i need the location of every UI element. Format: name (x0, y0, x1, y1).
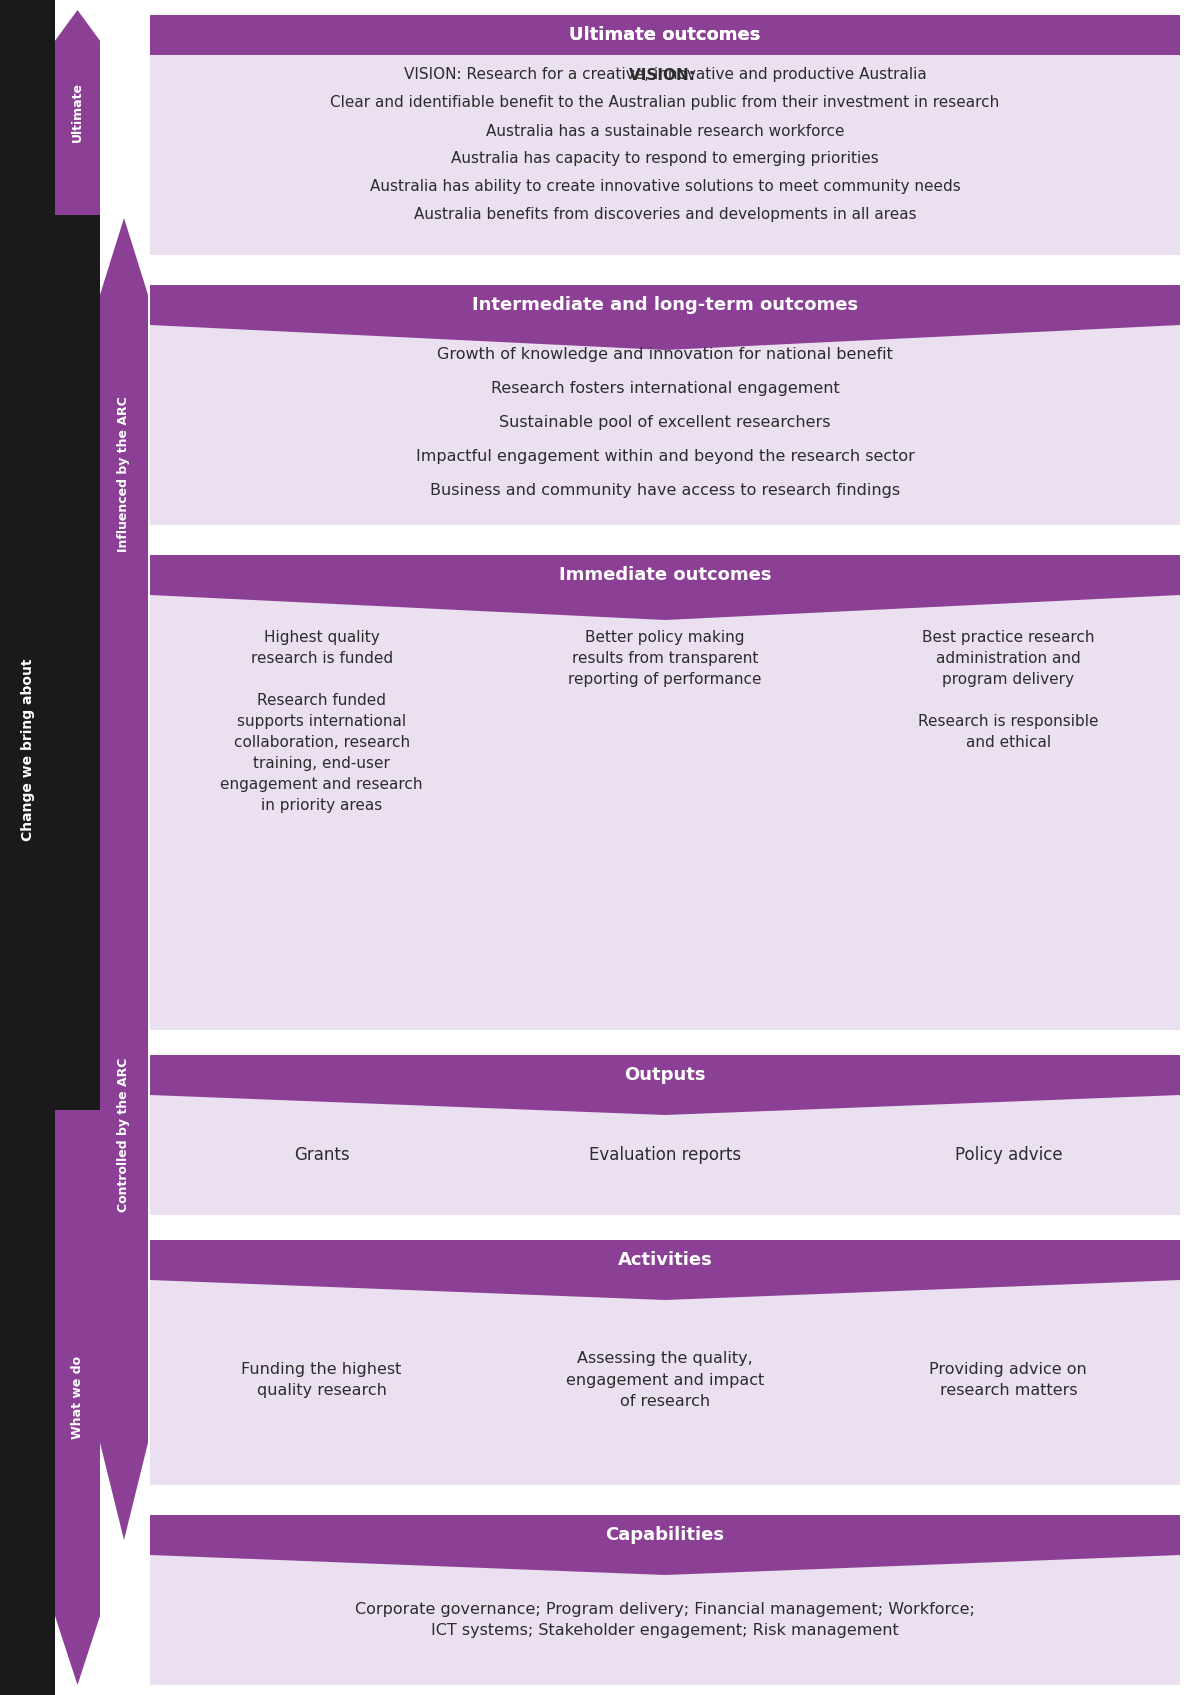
Text: Grants: Grants (294, 1146, 349, 1164)
Polygon shape (150, 1095, 1180, 1115)
Text: Growth of knowledge and innovation for national benefit: Growth of knowledge and innovation for n… (437, 347, 893, 363)
Polygon shape (150, 595, 1180, 620)
Polygon shape (150, 1280, 1180, 1300)
Text: Australia has a sustainable research workforce: Australia has a sustainable research wor… (486, 124, 844, 139)
Text: VISION: Research for a creative, innovative and productive Australia: VISION: Research for a creative, innovat… (404, 68, 927, 83)
Polygon shape (150, 15, 1180, 54)
Text: Corporate governance; Program delivery; Financial management; Workforce;
ICT sys: Corporate governance; Program delivery; … (355, 1602, 975, 1637)
Text: Australia benefits from discoveries and developments in all areas: Australia benefits from discoveries and … (413, 207, 916, 222)
Polygon shape (100, 731, 148, 1541)
Text: Capabilities: Capabilities (605, 1526, 724, 1544)
Text: Clear and identifiable benefit to the Australian public from their investment in: Clear and identifiable benefit to the Au… (330, 95, 999, 110)
Text: VISION:: VISION: (629, 68, 700, 83)
Polygon shape (150, 1241, 1180, 1280)
Text: Assessing the quality,
engagement and impact
of research: Assessing the quality, engagement and im… (566, 1351, 765, 1409)
Text: Better policy making
results from transparent
reporting of performance: Better policy making results from transp… (568, 631, 762, 686)
Polygon shape (150, 285, 1180, 325)
Text: Providing advice on
research matters: Providing advice on research matters (929, 1363, 1087, 1398)
Polygon shape (55, 1110, 100, 1685)
Polygon shape (55, 10, 100, 215)
Text: Activities: Activities (618, 1251, 712, 1270)
Text: Intermediate and long-term outcomes: Intermediate and long-term outcomes (472, 297, 858, 314)
Polygon shape (150, 1280, 1180, 1485)
Text: Policy advice: Policy advice (954, 1146, 1062, 1164)
Polygon shape (150, 1095, 1180, 1215)
Polygon shape (150, 15, 1180, 54)
Text: Business and community have access to research findings: Business and community have access to re… (430, 483, 900, 498)
Polygon shape (150, 54, 1180, 254)
Polygon shape (150, 1515, 1180, 1554)
Polygon shape (150, 325, 1180, 525)
Polygon shape (150, 554, 1180, 595)
Text: Highest quality
research is funded

Research funded
supports international
colla: Highest quality research is funded Resea… (220, 631, 423, 814)
Polygon shape (0, 0, 55, 1695)
Polygon shape (150, 1054, 1180, 1095)
Text: Change we bring about: Change we bring about (21, 659, 35, 841)
Text: Best practice research
administration and
program delivery

Research is responsi: Best practice research administration an… (918, 631, 1098, 749)
Polygon shape (100, 219, 148, 731)
Polygon shape (150, 1554, 1180, 1685)
Text: Influenced by the ARC: Influenced by the ARC (118, 397, 131, 553)
Text: Ultimate outcomes: Ultimate outcomes (569, 25, 761, 44)
Polygon shape (150, 595, 1180, 1031)
Polygon shape (150, 325, 1180, 349)
Text: Research fosters international engagement: Research fosters international engagemen… (491, 381, 840, 397)
Text: Australia has capacity to respond to emerging priorities: Australia has capacity to respond to eme… (451, 151, 879, 166)
Text: What we do: What we do (71, 1356, 85, 1439)
Text: Controlled by the ARC: Controlled by the ARC (118, 1058, 131, 1212)
Text: Evaluation reports: Evaluation reports (588, 1146, 741, 1164)
Polygon shape (0, 215, 100, 1110)
Polygon shape (0, 195, 100, 215)
Text: Funding the highest
quality research: Funding the highest quality research (242, 1363, 401, 1398)
Text: Outputs: Outputs (624, 1066, 706, 1085)
Text: Impactful engagement within and beyond the research sector: Impactful engagement within and beyond t… (416, 449, 915, 464)
Text: Ultimate outcomes: Ultimate outcomes (569, 25, 761, 44)
Polygon shape (150, 1554, 1180, 1575)
Text: Immediate outcomes: Immediate outcomes (559, 566, 772, 585)
Text: Australia has ability to create innovative solutions to meet community needs: Australia has ability to create innovati… (369, 180, 960, 195)
Polygon shape (0, 1110, 100, 1131)
Text: Sustainable pool of excellent researchers: Sustainable pool of excellent researcher… (499, 415, 831, 431)
Text: Ultimate: Ultimate (71, 81, 85, 142)
